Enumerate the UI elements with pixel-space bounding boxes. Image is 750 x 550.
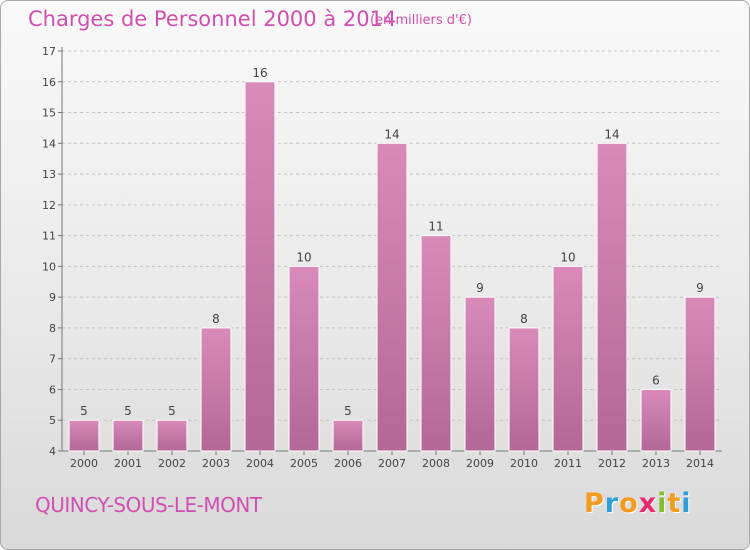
bar bbox=[464, 296, 496, 452]
chart-title: Charges de Personnel 2000 à 2014 bbox=[28, 7, 397, 31]
x-tick-label: 2010 bbox=[510, 457, 538, 470]
data-label: 9 bbox=[696, 281, 704, 295]
bar bbox=[684, 296, 716, 452]
x-tick-label: 2009 bbox=[466, 457, 494, 470]
data-label: 8 bbox=[212, 312, 220, 326]
y-tick-label: 8 bbox=[49, 322, 56, 335]
x-tick-label: 2011 bbox=[554, 457, 582, 470]
x-tick-label: 2012 bbox=[598, 457, 626, 470]
bar bbox=[112, 419, 144, 452]
data-label: 14 bbox=[384, 127, 399, 141]
data-label: 16 bbox=[252, 66, 267, 80]
y-tick-label: 7 bbox=[49, 353, 56, 366]
logo-letter: r bbox=[604, 488, 620, 519]
bar bbox=[596, 142, 628, 452]
x-tick-label: 2003 bbox=[202, 457, 230, 470]
y-tick-label: 6 bbox=[49, 383, 56, 396]
x-tick-label: 2008 bbox=[422, 457, 450, 470]
y-tick-label: 16 bbox=[42, 76, 56, 89]
bar bbox=[376, 142, 408, 452]
y-tick-label: 5 bbox=[49, 414, 56, 427]
data-label: 6 bbox=[652, 373, 660, 387]
x-tick-label: 2007 bbox=[378, 457, 406, 470]
bar bbox=[244, 81, 276, 452]
y-tick-label: 15 bbox=[42, 107, 56, 120]
x-tick-label: 2005 bbox=[290, 457, 318, 470]
x-tick-label: 2013 bbox=[642, 457, 670, 470]
logo-letter: P bbox=[584, 488, 605, 519]
data-label: 8 bbox=[520, 312, 528, 326]
data-label: 5 bbox=[344, 404, 352, 418]
data-label: 10 bbox=[560, 250, 575, 264]
data-label: 5 bbox=[80, 404, 88, 418]
bar bbox=[200, 327, 232, 452]
x-tick-label: 2014 bbox=[686, 457, 714, 470]
bar bbox=[68, 419, 100, 452]
y-tick-label: 11 bbox=[42, 230, 56, 243]
y-tick-label: 17 bbox=[42, 45, 56, 58]
bar bbox=[420, 235, 452, 452]
logo-letter: i bbox=[657, 488, 668, 519]
bar bbox=[552, 265, 584, 452]
y-tick-label: 9 bbox=[49, 291, 56, 304]
bar bbox=[288, 265, 320, 452]
y-tick-label: 12 bbox=[42, 199, 56, 212]
y-tick-label: 10 bbox=[42, 260, 56, 273]
logo-letter: t bbox=[667, 488, 682, 519]
x-tick-label: 2001 bbox=[114, 457, 142, 470]
y-tick-label: 14 bbox=[42, 137, 56, 150]
x-tick-label: 2002 bbox=[158, 457, 186, 470]
x-tick-label: 2006 bbox=[334, 457, 362, 470]
x-tick-label: 2000 bbox=[70, 457, 98, 470]
chart-subtitle: (en milliers d'€) bbox=[370, 13, 472, 28]
bar bbox=[332, 419, 364, 452]
logo-letter: o bbox=[619, 488, 639, 519]
y-tick-label: 13 bbox=[42, 168, 56, 181]
data-label: 5 bbox=[168, 404, 176, 418]
logo-letter: x bbox=[638, 488, 658, 519]
logo-letter: i bbox=[681, 488, 692, 519]
bar bbox=[508, 327, 540, 452]
bar bbox=[156, 419, 188, 452]
data-label: 11 bbox=[428, 220, 443, 234]
x-tick-label: 2004 bbox=[246, 457, 274, 470]
data-label: 5 bbox=[124, 404, 132, 418]
bar bbox=[640, 388, 672, 452]
y-tick-label: 4 bbox=[49, 445, 56, 458]
proxiti-logo: Proxiti bbox=[584, 488, 692, 519]
data-label: 9 bbox=[476, 281, 484, 295]
data-label: 14 bbox=[604, 127, 619, 141]
data-label: 10 bbox=[296, 250, 311, 264]
commune-name: QUINCY-SOUS-LE-MONT bbox=[35, 493, 262, 517]
